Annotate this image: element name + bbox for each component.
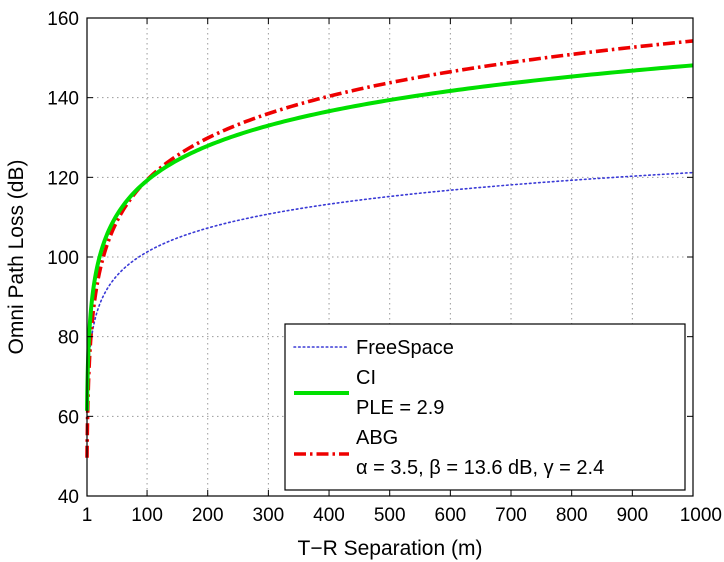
y-tick-label: 100 xyxy=(47,248,79,269)
series-lines xyxy=(85,39,694,460)
y-tick-label: 60 xyxy=(58,407,79,428)
legend-entry-abg: ABG xyxy=(356,427,398,449)
series-line-ci xyxy=(85,63,694,413)
x-tick-label: 100 xyxy=(131,505,163,526)
x-tick-label: 1000 xyxy=(680,505,722,526)
x-tick-label: 400 xyxy=(313,505,345,526)
y-tick-label: 140 xyxy=(47,89,79,110)
x-tick-label: 300 xyxy=(253,505,285,526)
legend-entry-ci: CI xyxy=(356,367,376,389)
series-line-abg xyxy=(85,39,694,460)
legend: FreeSpace CI PLE = 2.9 ABG α = 3.5, β = … xyxy=(284,323,686,491)
x-tick-label: 700 xyxy=(495,505,527,526)
x-tick-label: 800 xyxy=(556,505,588,526)
legend-entry-freespace: FreeSpace xyxy=(356,337,454,359)
legend-annotation-ci: PLE = 2.9 xyxy=(356,397,444,419)
y-tick-label: 40 xyxy=(58,487,79,508)
legend-box xyxy=(284,323,686,491)
axis-ticks: 1 100 200 300 400 500 600 700 800 900 1000 40 60 80 10… xyxy=(47,9,722,526)
y-tick-label: 80 xyxy=(58,328,79,349)
y-tick-label: 120 xyxy=(47,168,79,189)
y-axis-label: Omni Path Loss (dB) xyxy=(5,160,28,355)
x-tick-label: 200 xyxy=(192,505,224,526)
x-tick-label: 900 xyxy=(616,505,648,526)
y-tick-label: 160 xyxy=(47,9,79,30)
x-axis-label: T−R Separation (m) xyxy=(298,537,483,560)
x-tick-label: 1 xyxy=(82,505,93,526)
legend-samples xyxy=(293,346,350,456)
x-tick-label: 600 xyxy=(435,505,467,526)
legend-annotation-abg: α = 3.5, β = 13.6 dB, γ = 2.4 xyxy=(356,457,604,479)
x-tick-label: 500 xyxy=(374,505,406,526)
series-line-freespace xyxy=(86,171,694,412)
